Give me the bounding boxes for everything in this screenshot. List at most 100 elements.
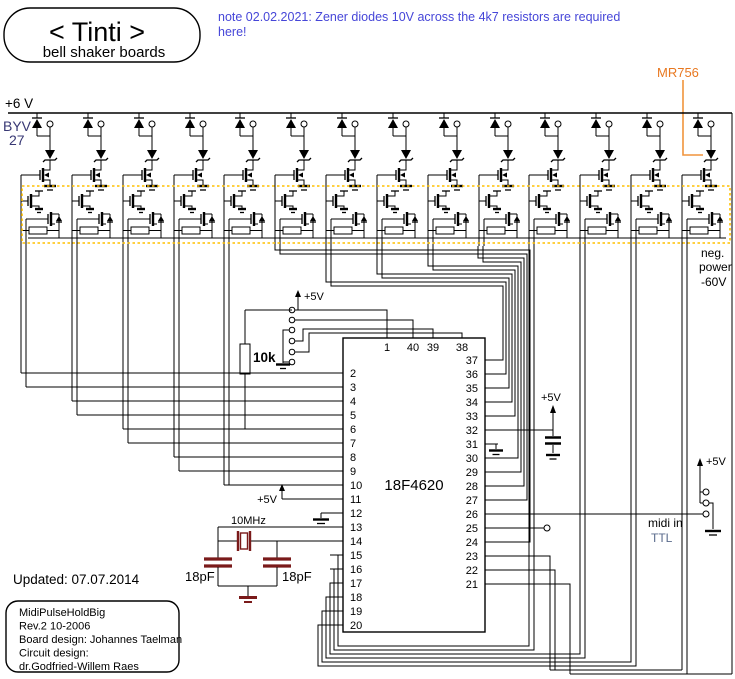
mcu-pin-number: 4: [350, 396, 356, 408]
mcu-pin-number: 33: [466, 411, 478, 423]
neg-power-label-2: power: [699, 260, 732, 274]
power-pins: +5V: [257, 484, 343, 525]
highlight-box: [21, 185, 731, 244]
mr756-pointer-line: [682, 80, 703, 156]
mcu-pin-number: 34: [466, 397, 478, 409]
driver-cell: [477, 111, 522, 248]
driver-cell: [172, 111, 217, 248]
up-arrow-icon: [295, 290, 301, 297]
driver-cell: [121, 111, 166, 248]
info-line-1: MidiPulseHoldBig: [19, 607, 105, 619]
driver-cell: [324, 111, 369, 248]
diode-type-label-2: 27: [9, 132, 25, 148]
pin32-5v-label: +5V: [541, 392, 562, 404]
mcu-pin-number: 29: [466, 467, 478, 479]
crystal-freq-label: 10MHz: [231, 515, 266, 527]
mcu-part-number: 18F4620: [384, 477, 443, 494]
routing-left: [20, 246, 343, 486]
mcu-pin-number: 13: [350, 522, 362, 534]
mcu-pin-number: 14: [350, 536, 362, 548]
mcu-pin-number: 22: [466, 565, 478, 577]
driver-cell: [222, 111, 267, 248]
routing-bottom: [317, 113, 733, 675]
midi-input: +5V midi in TTL: [485, 456, 727, 545]
diode-type-label: BYV: [3, 118, 32, 134]
mcu-pin-number: 31: [466, 439, 478, 451]
info-line-3: Board design: Johannes Taelman: [19, 634, 182, 646]
up-arrow-icon: [697, 458, 703, 466]
mcu-pin-number: 39: [427, 342, 439, 354]
driver-cell: [70, 111, 115, 248]
mcu-pin-number: 10: [350, 480, 362, 492]
driver-cell-row: [19, 111, 725, 248]
mcu-pin-number: 20: [350, 620, 362, 632]
title-bubble: [3, 7, 201, 63]
mcu-pin-number: 40: [407, 342, 419, 354]
mcu-pin-number: 24: [466, 537, 478, 549]
note-line-2: here!: [218, 25, 247, 39]
page-subtitle: bell shaker boards: [43, 44, 166, 61]
midi-5v-label: +5V: [706, 456, 727, 468]
neg-power-label-3: -60V: [701, 275, 726, 289]
mcu-pin-number: 21: [466, 579, 478, 591]
neg-power-label-1: neg.: [701, 246, 724, 260]
crystal-circuit: 10MHz 18pF 18pF: [185, 515, 343, 603]
mr756-label: MR756: [657, 65, 699, 80]
testpoint-pad: [543, 524, 551, 532]
driver-cell: [578, 111, 623, 248]
mcu-pin-number: 37: [466, 355, 478, 367]
mcu-pin-number: 28: [466, 481, 478, 493]
driver-cell: [527, 111, 572, 248]
pullup-resistor-10k: 10k: [239, 309, 292, 429]
page-title: < Tinti >: [49, 17, 145, 47]
mcu-pin-number: 32: [466, 425, 478, 437]
driver-cell: [375, 111, 420, 248]
mcu-pin-number: 3: [350, 382, 356, 394]
mcu-pin-number: 23: [466, 551, 478, 563]
info-line-4: Circuit design:: [19, 648, 89, 660]
mcu-pins: 2345678910111213141516171819203736353433…: [330, 342, 498, 632]
rail-voltage-label: +6 V: [5, 96, 33, 111]
mcu-pin-number: 35: [466, 383, 478, 395]
info-line-2: Rev.2 10-2006: [19, 621, 90, 633]
mcu-pin-number: 36: [466, 369, 478, 381]
driver-cell: [273, 111, 318, 248]
mcu-pin-number: 9: [350, 466, 356, 478]
info-box: [5, 600, 180, 673]
up-arrow-icon: [279, 484, 285, 491]
note-line-1: note 02.02.2021: Zener diodes 10V across…: [218, 10, 620, 24]
pin11-5v-label: +5V: [257, 494, 278, 506]
pin31-ground: [485, 443, 503, 456]
mcu-pin-number: 5: [350, 410, 356, 422]
resistor-value-label: 10k: [253, 350, 276, 365]
mcu-pin-number: 7: [350, 438, 356, 450]
up-arrow-icon: [550, 405, 556, 413]
updated-date: Updated: 07.07.2014: [13, 572, 140, 587]
mcu-pin-number: 38: [456, 342, 468, 354]
mcu-pin-number: 25: [466, 523, 478, 535]
ttl-label: TTL: [651, 531, 673, 545]
mcu-pin-number: 27: [466, 495, 478, 507]
mcu-pin-number: 12: [350, 508, 362, 520]
mcu-pin-number: 15: [350, 550, 362, 562]
mcu-pin-number: 17: [350, 578, 362, 590]
mcu-pin-number: 19: [350, 606, 362, 618]
driver-cell: [629, 111, 674, 248]
mcu-pin-number: 1: [384, 342, 390, 354]
driver-cell: [680, 111, 725, 248]
icsp-5v-label: +5V: [304, 291, 325, 303]
midi-in-label: midi in: [648, 516, 683, 530]
mcu-pin-number: 16: [350, 564, 362, 576]
mcu-pin-number: 11: [350, 494, 361, 506]
mcu-pin-number: 30: [466, 453, 478, 465]
mcu-pin-number: 6: [350, 424, 356, 436]
mcu-pin-number: 26: [466, 509, 478, 521]
cap-value-label-left: 18pF: [185, 569, 215, 584]
driver-cell: [426, 111, 471, 248]
mcu-pin-number: 18: [350, 592, 362, 604]
mcu-pin-number: 2: [350, 368, 356, 380]
pin32-supply: +5V: [485, 392, 562, 460]
info-line-5: dr.Godfried-Willem Raes: [19, 661, 139, 673]
